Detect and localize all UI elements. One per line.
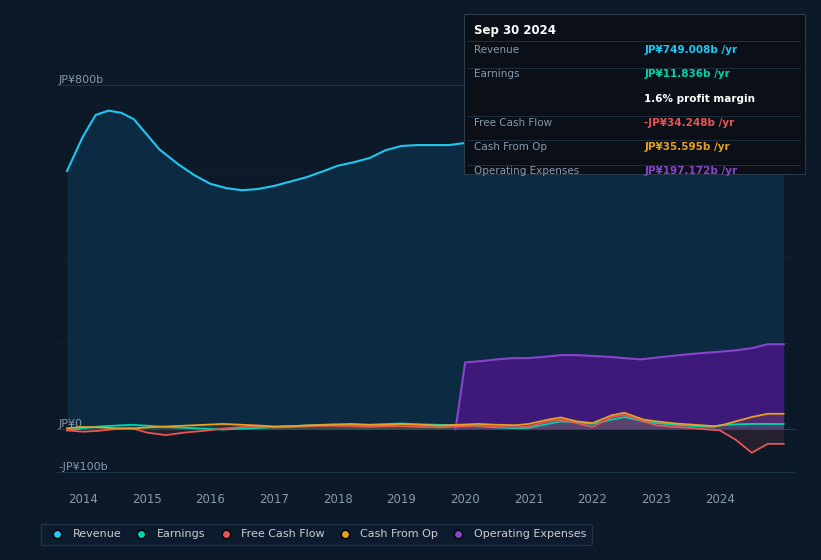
Text: Cash From Op: Cash From Op <box>474 142 547 152</box>
Text: JP¥800b: JP¥800b <box>59 75 104 85</box>
Text: JP¥197.172b /yr: JP¥197.172b /yr <box>644 166 737 176</box>
Text: Sep 30 2024: Sep 30 2024 <box>474 24 556 37</box>
Text: -JP¥34.248b /yr: -JP¥34.248b /yr <box>644 118 735 128</box>
Text: JP¥35.595b /yr: JP¥35.595b /yr <box>644 142 730 152</box>
Legend: Revenue, Earnings, Free Cash Flow, Cash From Op, Operating Expenses: Revenue, Earnings, Free Cash Flow, Cash … <box>40 524 592 545</box>
Text: JP¥749.008b /yr: JP¥749.008b /yr <box>644 45 737 55</box>
Text: Revenue: Revenue <box>474 45 519 55</box>
Text: JP¥11.836b /yr: JP¥11.836b /yr <box>644 69 730 80</box>
Text: Operating Expenses: Operating Expenses <box>474 166 579 176</box>
Text: JP¥0: JP¥0 <box>59 419 83 429</box>
Text: Free Cash Flow: Free Cash Flow <box>474 118 552 128</box>
Text: 1.6% profit margin: 1.6% profit margin <box>644 94 755 104</box>
Text: -JP¥100b: -JP¥100b <box>59 462 108 472</box>
Text: Earnings: Earnings <box>474 69 519 80</box>
